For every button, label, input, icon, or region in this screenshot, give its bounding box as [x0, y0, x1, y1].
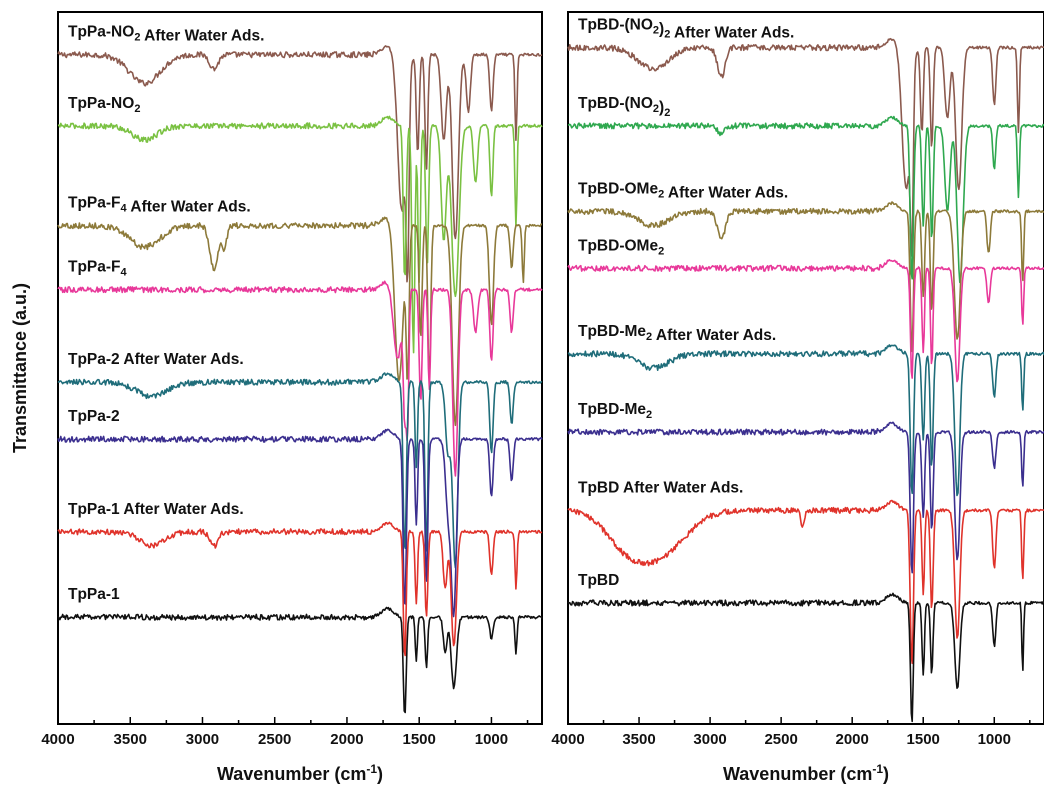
- right-xtick-label-1500: 1500: [907, 731, 940, 748]
- right-xtick-label-2500: 2500: [764, 731, 797, 748]
- right-trace-0: [567, 37, 1044, 257]
- right-panel: 4000 3500 3000 2500 2000 1500 1000 TpBD-(NO2)2…: [551, 11, 1044, 784]
- right-series-label-4: TpBD-Me2 After Water Ads.: [578, 323, 776, 344]
- right-traces: [567, 37, 1044, 723]
- left-series-label-0: TpPa-NO2 After Water Ads.: [68, 24, 264, 45]
- left-panel: 4000 3500 3000 2500 2000 1500 1000 TpPa-NO2 Af…: [41, 11, 543, 784]
- right-xtick-label-4000: 4000: [551, 731, 584, 748]
- right-series-label-6: TpBD After Water Ads.: [578, 479, 743, 496]
- left-xtick-label-2000: 2000: [330, 731, 363, 748]
- y-axis-label: Transmittance (a.u.): [10, 283, 30, 453]
- left-series-label-4: TpPa-2 After Water Ads.: [68, 351, 244, 368]
- right-xtick-label-1000: 1000: [978, 731, 1011, 748]
- right-xtick-label-2000: 2000: [835, 731, 868, 748]
- left-trace-3: [57, 280, 543, 477]
- right-series-label-5: TpBD-Me2: [578, 401, 652, 421]
- left-trace-1: [57, 115, 543, 354]
- right-xtick-label-3500: 3500: [622, 731, 655, 748]
- right-x-ticks: 4000 3500 3000 2500 2000 1500 1000: [551, 717, 1031, 748]
- left-trace-4: [57, 372, 543, 569]
- right-series-label-7: TpBD: [578, 572, 619, 589]
- right-x-axis-label: Wavenumber (cm-1): [723, 762, 889, 784]
- right-trace-6: [567, 499, 1044, 665]
- left-trace-5: [57, 428, 543, 618]
- left-plot-frame: [57, 11, 543, 725]
- left-xtick-label-1000: 1000: [475, 731, 508, 748]
- left-series-label-3: TpPa-F4: [68, 259, 128, 279]
- right-trace-5: [567, 421, 1044, 574]
- left-trace-2: [57, 216, 543, 427]
- right-trace-2: [567, 201, 1044, 353]
- left-trace-7: [57, 606, 543, 714]
- left-trace-6: [57, 521, 543, 657]
- right-trace-4: [567, 344, 1044, 497]
- left-series-label-2: TpPa-F4 After Water Ads.: [68, 195, 251, 216]
- left-x-ticks: 4000 3500 3000 2500 2000 1500 1000: [41, 717, 529, 748]
- left-series-label-1: TpPa-NO2: [68, 95, 140, 115]
- left-series-label-6: TpPa-1 After Water Ads.: [68, 501, 244, 518]
- left-series-labels: TpPa-NO2 After Water Ads. TpPa-NO2 TpPa-F4…: [68, 24, 264, 603]
- left-x-axis-label: Wavenumber (cm-1): [217, 762, 383, 784]
- right-trace-3: [567, 259, 1044, 383]
- right-plot-frame: [567, 11, 1044, 725]
- left-series-label-7: TpPa-1: [68, 586, 120, 603]
- right-series-labels: TpBD-(NO2)2 After Water Ads. TpBD-(NO2)2 T…: [578, 17, 794, 589]
- left-series-label-5: TpPa-2: [68, 408, 120, 425]
- right-series-label-1: TpBD-(NO2)2: [578, 95, 670, 119]
- left-xtick-label-2500: 2500: [258, 731, 291, 748]
- left-trace-0: [57, 45, 542, 283]
- left-xtick-label-3000: 3000: [186, 731, 219, 748]
- left-xtick-label-4000: 4000: [41, 731, 74, 748]
- right-series-label-3: TpBD-OMe2: [578, 237, 664, 257]
- right-series-label-2: TpBD-OMe2 After Water Ads.: [578, 180, 788, 201]
- left-traces: [57, 45, 543, 714]
- right-series-label-0: TpBD-(NO2)2 After Water Ads.: [578, 17, 794, 42]
- right-trace-1: [567, 115, 1044, 284]
- right-trace-7: [567, 592, 1044, 723]
- left-xtick-label-3500: 3500: [114, 731, 147, 748]
- left-xtick-label-1500: 1500: [403, 731, 436, 748]
- right-xtick-label-3000: 3000: [693, 731, 726, 748]
